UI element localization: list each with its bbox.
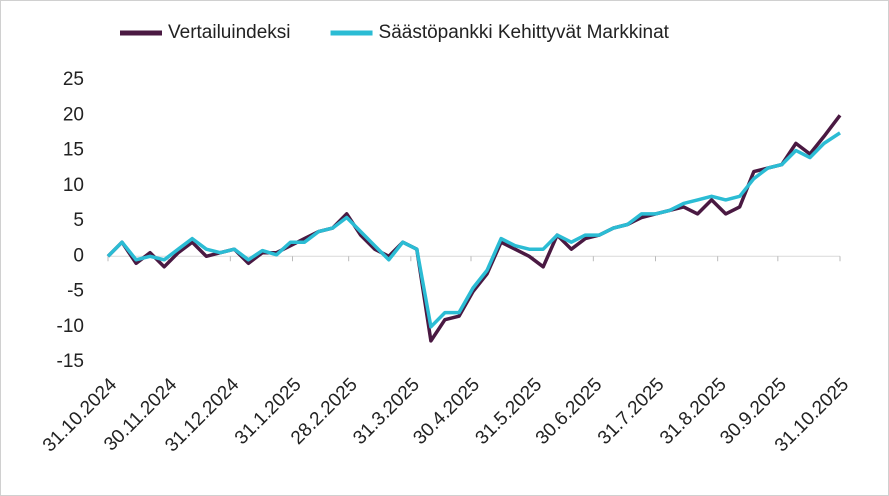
y-tick-label: -15 [57, 351, 84, 372]
series-line [106, 131, 841, 329]
y-tick-label: 15 [63, 140, 84, 161]
legend-label: Säästöpankki Kehittyvät Markkinat [379, 22, 670, 43]
y-tick-label: 5 [73, 210, 84, 231]
y-tick-label: 25 [63, 69, 84, 90]
y-tick-label: 10 [63, 175, 84, 196]
y-tick-label: 20 [63, 104, 84, 125]
y-tick-label: -10 [57, 316, 84, 337]
y-tick-label: -5 [67, 281, 84, 302]
legend-label: Vertailuindeksi [168, 22, 291, 43]
y-tick-label: 0 [73, 245, 84, 266]
